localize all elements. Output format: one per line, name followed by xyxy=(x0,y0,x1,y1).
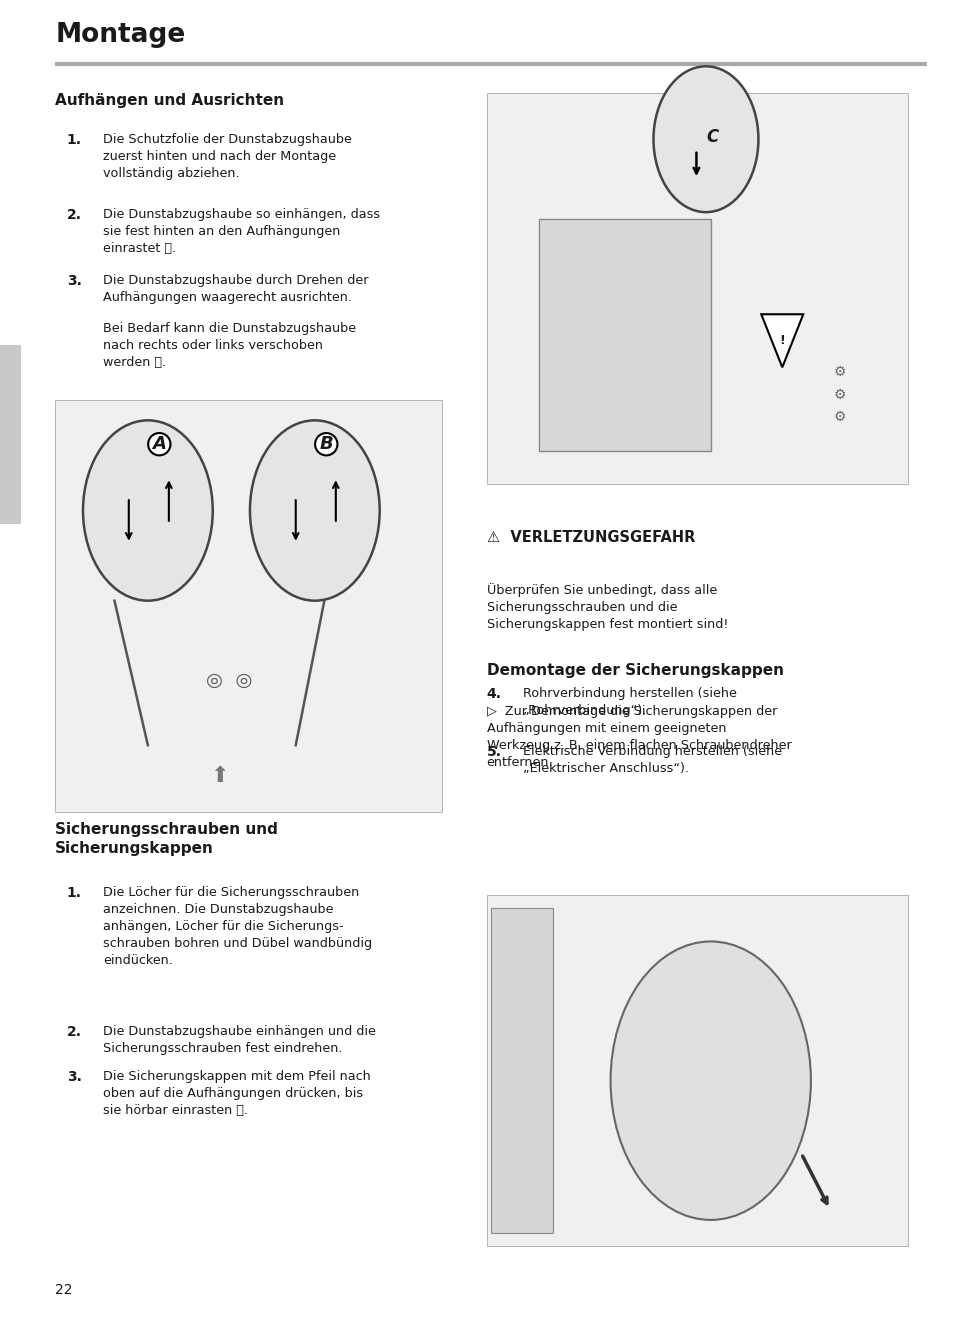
Text: Die Dunstabzugshaube einhängen und die
Sicherungsschrauben fest eindrehen.: Die Dunstabzugshaube einhängen und die S… xyxy=(103,1025,375,1055)
Text: 3.: 3. xyxy=(67,274,82,289)
Text: B: B xyxy=(319,435,333,453)
Text: Rohrverbindung herstellen (siehe
„Rohrverbindung“).: Rohrverbindung herstellen (siehe „Rohrve… xyxy=(522,687,736,717)
Text: 3.: 3. xyxy=(67,1070,82,1085)
Text: 4.: 4. xyxy=(486,687,501,701)
Text: Die Dunstabzugshaube so einhängen, dass
sie fest hinten an den Aufhängungen
einr: Die Dunstabzugshaube so einhängen, dass … xyxy=(103,208,379,255)
Circle shape xyxy=(653,66,758,212)
Text: 2.: 2. xyxy=(67,208,82,223)
Text: Demontage der Sicherungskappen: Demontage der Sicherungskappen xyxy=(486,663,782,678)
Text: Montage: Montage xyxy=(55,21,186,48)
Polygon shape xyxy=(760,314,802,367)
Text: !: ! xyxy=(779,334,784,347)
Text: Die Löcher für die Sicherungsschrauben
anzeichnen. Die Dunstabzugshaube
anhängen: Die Löcher für die Sicherungsschrauben a… xyxy=(103,886,372,967)
Text: ◎  ◎: ◎ ◎ xyxy=(206,671,252,690)
Circle shape xyxy=(610,941,810,1220)
Text: Die Dunstabzugshaube durch Drehen der
Aufhängungen waagerecht ausrichten.: Die Dunstabzugshaube durch Drehen der Au… xyxy=(103,274,368,305)
Text: ▷  Zur Demontage die Sicherungskappen der
Aufhängungen mit einem geeigneten
Werk: ▷ Zur Demontage die Sicherungskappen der… xyxy=(486,705,790,769)
Text: A: A xyxy=(152,435,166,453)
Text: Aufhängen und Ausrichten: Aufhängen und Ausrichten xyxy=(55,93,284,107)
Text: Die Sicherungskappen mit dem Pfeil nach
oben auf die Aufhängungen drücken, bis
s: Die Sicherungskappen mit dem Pfeil nach … xyxy=(103,1070,371,1116)
FancyBboxPatch shape xyxy=(0,345,21,524)
Text: C: C xyxy=(706,127,718,146)
Text: ⚙
⚙
⚙: ⚙ ⚙ ⚙ xyxy=(832,365,845,424)
Text: Elektrische Verbindung herstellen (siehe
„Elektrischer Anschluss“).: Elektrische Verbindung herstellen (siehe… xyxy=(522,745,781,776)
FancyBboxPatch shape xyxy=(486,93,907,484)
Text: Bei Bedarf kann die Dunstabzugshaube
nach rechts oder links verschoben
werden Ⓑ.: Bei Bedarf kann die Dunstabzugshaube nac… xyxy=(103,322,355,369)
Text: ⬆: ⬆ xyxy=(210,765,229,786)
Text: 2.: 2. xyxy=(67,1025,82,1040)
Text: 22: 22 xyxy=(55,1282,72,1297)
Text: Sicherungsschrauben und
Sicherungskappen: Sicherungsschrauben und Sicherungskappen xyxy=(55,822,278,855)
FancyBboxPatch shape xyxy=(491,908,553,1233)
Text: Überprüfen Sie unbedingt, dass alle
Sicherungsschrauben und die
Sicherungskappen: Überprüfen Sie unbedingt, dass alle Sich… xyxy=(486,583,727,631)
FancyBboxPatch shape xyxy=(538,219,710,451)
Circle shape xyxy=(83,420,213,601)
Text: 1.: 1. xyxy=(67,886,82,900)
Text: Die Schutzfolie der Dunstabzugshaube
zuerst hinten und nach der Montage
vollstän: Die Schutzfolie der Dunstabzugshaube zue… xyxy=(103,133,352,179)
Text: 5.: 5. xyxy=(486,745,501,760)
FancyBboxPatch shape xyxy=(486,895,907,1246)
FancyBboxPatch shape xyxy=(55,400,441,812)
Text: 1.: 1. xyxy=(67,133,82,147)
Text: ⚠  VERLETZUNGSGEFAHR: ⚠ VERLETZUNGSGEFAHR xyxy=(486,530,694,545)
Circle shape xyxy=(250,420,379,601)
